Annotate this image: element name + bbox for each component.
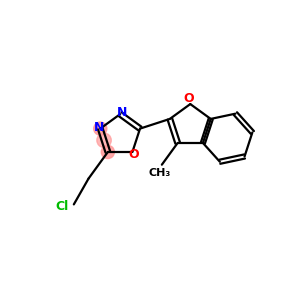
Text: N: N — [116, 106, 127, 119]
Text: O: O — [184, 92, 194, 105]
Circle shape — [101, 146, 114, 158]
Text: Cl: Cl — [56, 200, 69, 213]
Text: O: O — [129, 148, 139, 161]
Text: N: N — [94, 121, 104, 134]
Circle shape — [97, 133, 111, 148]
Text: CH₃: CH₃ — [148, 168, 170, 178]
Circle shape — [94, 122, 107, 135]
